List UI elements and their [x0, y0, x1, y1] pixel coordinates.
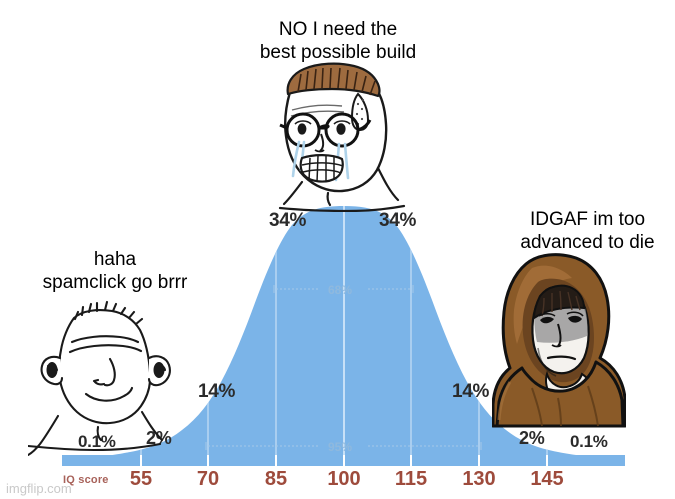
- axis-tick-70: 70: [196, 468, 220, 490]
- axis-tick-55: 55: [129, 468, 153, 490]
- caption-top: NO I need the best possible build: [259, 19, 417, 63]
- pct-right-outer: 0.1%: [570, 432, 608, 451]
- caption-left: haha spamclick go brrr: [42, 249, 188, 293]
- caption-right: IDGAF im too advanced to die: [520, 209, 655, 253]
- baseline-ticks: [140, 455, 548, 466]
- axis-tick-145: 145: [530, 468, 564, 490]
- pct-left-34: 34%: [269, 210, 307, 231]
- crying-soyjak-glasses-icon: [278, 62, 406, 212]
- pct-left-14: 14%: [198, 381, 236, 402]
- span-line-95: [205, 442, 482, 450]
- imgflip-watermark: imgflip.com: [6, 481, 72, 496]
- axis-label-iq-score: IQ score: [63, 474, 109, 486]
- axis-tick-85: 85: [264, 468, 288, 490]
- axis-tick-115: 115: [394, 468, 428, 490]
- pct-left-outer: 0.1%: [78, 432, 116, 451]
- pct-right-2: 2%: [519, 428, 545, 448]
- span-line-68: [273, 285, 414, 293]
- axis-tick-100: 100: [327, 468, 361, 490]
- brainlet-wojak-icon: [28, 300, 171, 456]
- axis-tick-130: 130: [462, 468, 496, 490]
- hooded-doomer-wojak-icon: [492, 253, 626, 428]
- pct-right-34: 34%: [379, 210, 417, 231]
- pct-right-14: 14%: [452, 381, 490, 402]
- pct-68-label: 68%: [328, 283, 353, 297]
- pct-95-label: 95%: [328, 440, 353, 454]
